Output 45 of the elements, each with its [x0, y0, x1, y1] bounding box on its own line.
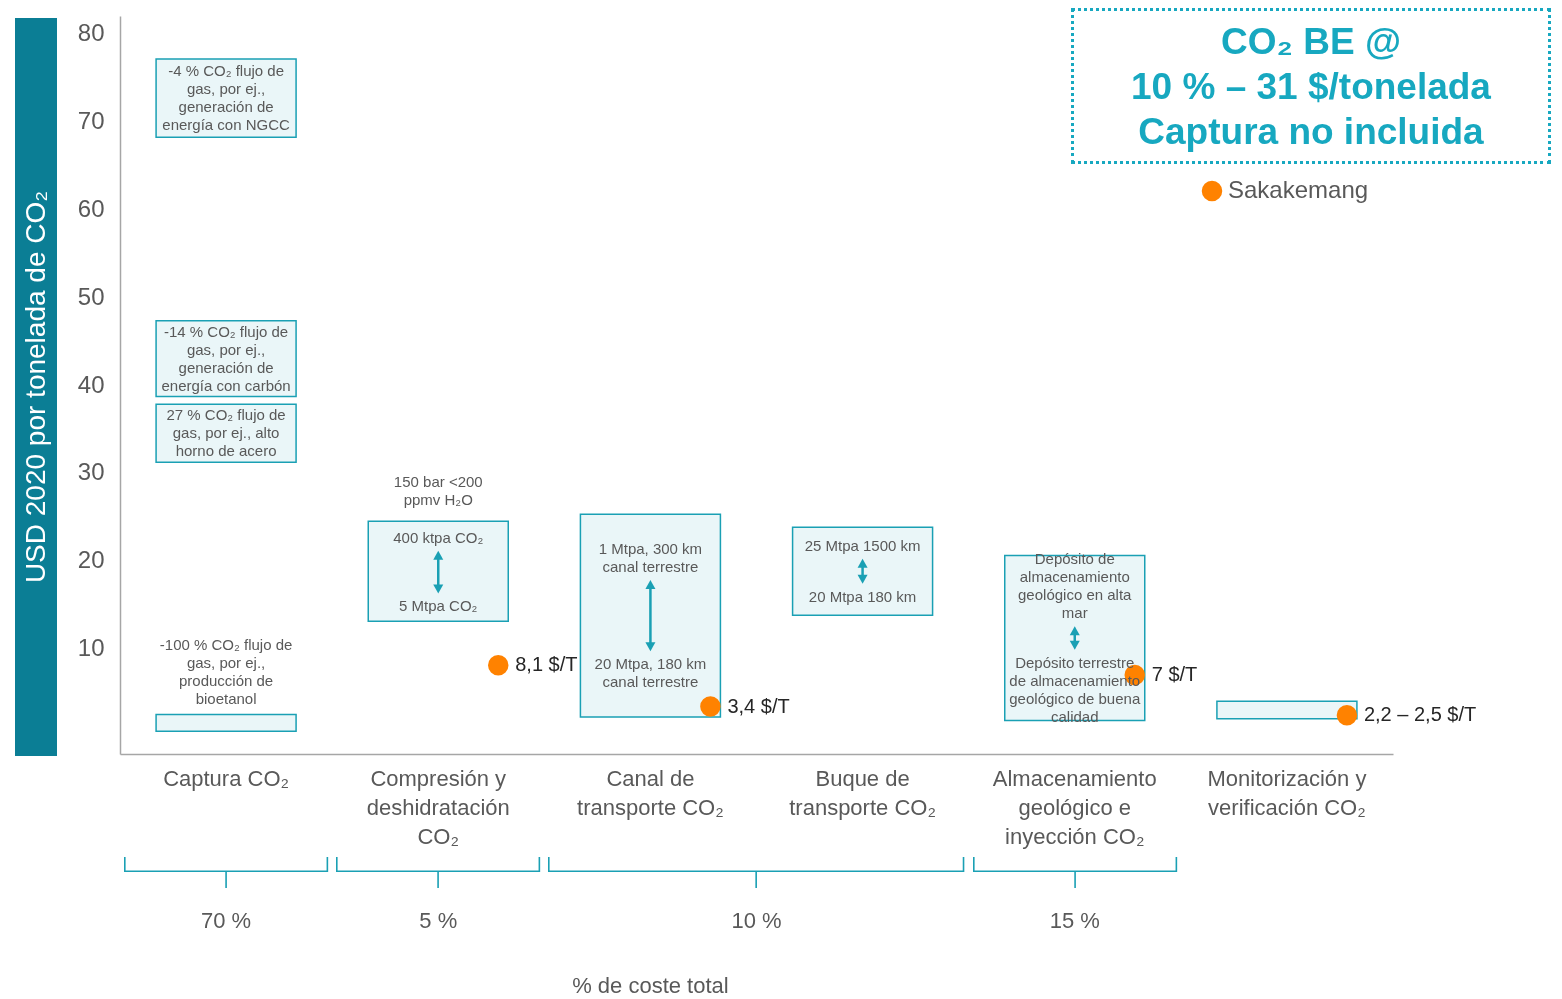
y-tick-label: 10: [77, 634, 105, 662]
y-tick-label: 60: [77, 194, 105, 222]
text: CO₂ BE @ 10 % – 31 $/tonelada Captura no incluida: [1071, 8, 1551, 164]
data-label: 2,2 – 2,5 $/T: [1363, 703, 1477, 726]
y-axis-title: USD 2020 por tonelada de CO₂: [20, 190, 52, 584]
text: 70 %: [201, 908, 252, 934]
y-tick-label: 80: [77, 19, 105, 47]
y-tick-label: 20: [77, 546, 105, 574]
x-tick-label: Almacenamiento geológico e inyección CO₂: [992, 765, 1157, 849]
annotation: 5 Mtpa CO₂: [399, 597, 478, 615]
bar: [791, 526, 934, 616]
y-tick-label: 40: [77, 370, 105, 398]
text: 10 %: [731, 908, 782, 934]
annotation: 27 % CO₂ flujo de gas, por ej., alto horno de acero: [166, 406, 286, 460]
annotation: 150 bar <200 ppmv H₂O: [393, 473, 483, 509]
text: 5 %: [419, 908, 458, 934]
bar: [579, 513, 722, 718]
y-tick-label: 70: [77, 106, 105, 134]
text: % de coste total: [572, 973, 729, 999]
x-tick-label: Compresión y deshidratación CO₂: [366, 765, 510, 849]
point: [1336, 705, 1358, 726]
text: 15 %: [1049, 908, 1100, 934]
x-tick-label: Canal de transporte CO₂: [577, 765, 724, 820]
annotation: 400 ktpa CO₂: [393, 528, 484, 546]
annotation: 20 Mtpa, 180 km canal terrestre: [594, 655, 707, 691]
annotation: -14 % CO₂ flujo de gas, por ej., generación de energía con carbón: [161, 322, 291, 394]
annotation: 25 Mtpa 1500 km: [804, 536, 921, 554]
x-tick-label: Captura CO₂: [163, 765, 290, 791]
data-label: 8,1 $/T: [515, 653, 578, 676]
bar: [155, 713, 297, 732]
point: [488, 655, 509, 676]
bar: [367, 520, 509, 623]
annotation: -4 % CO₂ flujo de gas, por ej., generación de energía con NGCC: [162, 61, 291, 133]
annotation: -100 % CO₂ flujo de gas, por ej., producción de bioetanol: [159, 636, 293, 708]
legend-label: Sakakemang: [1228, 176, 1369, 203]
annotation: 1 Mtpa, 300 km canal terrestre: [598, 540, 703, 576]
point: [700, 696, 721, 717]
data-label: 3,4 $/T: [727, 694, 790, 717]
y-tick-label: 50: [77, 282, 105, 310]
x-tick-label: Monitorización y verificación CO₂: [1207, 765, 1367, 820]
bar: [1216, 700, 1358, 720]
x-tick-label: Buque de transporte CO₂: [789, 765, 936, 820]
data-label: 7 $/T: [1151, 662, 1198, 685]
y-tick-label: 30: [77, 458, 105, 486]
annotation: 20 Mtpa 180 km: [808, 587, 917, 605]
